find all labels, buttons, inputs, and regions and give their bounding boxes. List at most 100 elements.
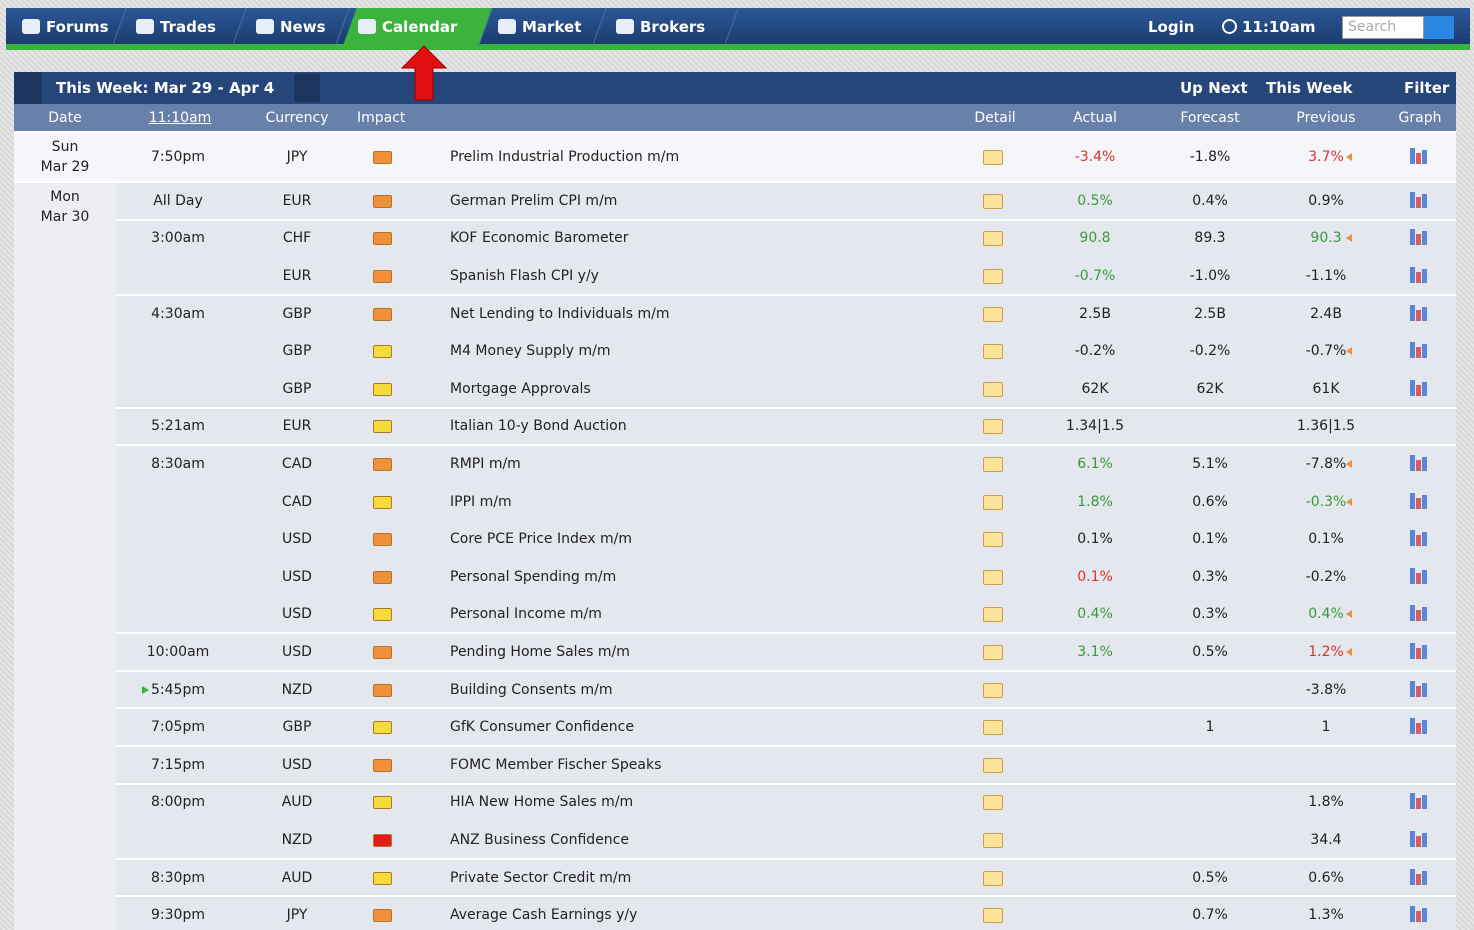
previous: 1.3% bbox=[1308, 907, 1344, 924]
event-name[interactable]: Italian 10-y Bond Auction bbox=[450, 418, 627, 435]
detail-icon[interactable] bbox=[983, 645, 1003, 660]
graph-icon[interactable] bbox=[1410, 567, 1415, 584]
previous: 1 bbox=[1321, 719, 1331, 736]
detail-icon[interactable] bbox=[983, 419, 1003, 435]
detail-icon[interactable] bbox=[983, 457, 1003, 472]
actual: 1.34|1.5 bbox=[1065, 418, 1125, 435]
actual: -0.7% bbox=[1074, 268, 1116, 284]
graph-icon[interactable] bbox=[1410, 191, 1415, 208]
time-separator bbox=[116, 218, 1456, 221]
nav-login[interactable]: Login bbox=[1148, 18, 1195, 36]
event-name[interactable]: GfK Consumer Confidence bbox=[450, 719, 634, 736]
event-name[interactable]: Private Sector Credit m/m bbox=[450, 869, 632, 886]
event-name[interactable]: Building Consents m/m bbox=[450, 681, 613, 698]
graph-icon[interactable] bbox=[1410, 605, 1415, 622]
forecast: -1.8% bbox=[1189, 149, 1231, 165]
event-name[interactable]: Average Cash Earnings y/y bbox=[450, 907, 638, 924]
graph-icon[interactable] bbox=[1410, 718, 1415, 735]
detail-icon[interactable] bbox=[983, 381, 1003, 397]
impact-icon bbox=[373, 721, 392, 735]
detail-icon[interactable] bbox=[983, 150, 1003, 165]
nav-label[interactable]: Market bbox=[522, 18, 582, 36]
detail-icon[interactable] bbox=[983, 682, 1003, 698]
detail-icon[interactable] bbox=[983, 231, 1003, 247]
forecast: 0.6% bbox=[1192, 493, 1228, 510]
detail-icon[interactable] bbox=[983, 306, 1003, 322]
graph-icon[interactable] bbox=[1410, 831, 1415, 847]
graph-icon[interactable] bbox=[1410, 304, 1415, 321]
detail-icon[interactable] bbox=[983, 795, 1003, 811]
event-name[interactable]: Personal Income m/m bbox=[450, 606, 602, 623]
graph-icon[interactable] bbox=[1410, 643, 1415, 659]
forecast: 1 bbox=[1205, 719, 1215, 736]
graph-icon-bar bbox=[1416, 572, 1421, 584]
search-button[interactable] bbox=[1424, 16, 1454, 39]
event-name[interactable]: German Prelim CPI m/m bbox=[450, 192, 618, 209]
week-label[interactable]: This Week: Mar 29 - Apr 4 bbox=[56, 79, 275, 97]
actual: 0.1% bbox=[1077, 568, 1113, 585]
event-name[interactable]: Net Lending to Individuals m/m bbox=[450, 305, 670, 322]
detail-icon[interactable] bbox=[983, 344, 1003, 360]
graph-icon[interactable] bbox=[1410, 530, 1415, 547]
detail-icon[interactable] bbox=[983, 269, 1003, 284]
detail-icon[interactable] bbox=[983, 607, 1003, 623]
event-name[interactable]: KOF Economic Barometer bbox=[450, 230, 629, 247]
graph-icon[interactable] bbox=[1410, 342, 1415, 359]
detail-icon[interactable] bbox=[983, 720, 1003, 736]
impact-icon bbox=[373, 345, 392, 359]
event-name[interactable]: M4 Money Supply m/m bbox=[450, 343, 611, 360]
graph-icon-bar bbox=[1416, 347, 1421, 359]
graph-icon-bar bbox=[1416, 153, 1421, 164]
this-week[interactable]: This Week bbox=[1266, 79, 1353, 97]
prev-week[interactable] bbox=[14, 72, 42, 104]
graph-icon[interactable] bbox=[1410, 229, 1415, 246]
graph-icon[interactable] bbox=[1410, 267, 1415, 283]
detail-icon[interactable] bbox=[983, 833, 1003, 848]
event-name[interactable]: IPPI m/m bbox=[450, 493, 512, 510]
event-time: 9:30pm bbox=[151, 907, 205, 924]
graph-icon[interactable] bbox=[1410, 148, 1415, 164]
graph-icon[interactable] bbox=[1410, 492, 1415, 509]
event-name[interactable]: Pending Home Sales m/m bbox=[450, 644, 630, 660]
graph-icon[interactable] bbox=[1410, 906, 1415, 923]
event-name[interactable]: Core PCE Price Index m/m bbox=[450, 531, 632, 548]
time-separator bbox=[116, 669, 1456, 672]
date-date: Mar 29 bbox=[40, 159, 90, 175]
detail-icon[interactable] bbox=[983, 494, 1003, 510]
detail-icon[interactable] bbox=[983, 908, 1003, 924]
filter[interactable]: Filter bbox=[1404, 79, 1450, 97]
graph-icon[interactable] bbox=[1410, 455, 1415, 471]
forecast: 0.3% bbox=[1192, 568, 1228, 585]
graph-icon[interactable] bbox=[1410, 793, 1415, 810]
event-name[interactable]: ANZ Business Confidence bbox=[450, 832, 629, 848]
graph-icon[interactable] bbox=[1410, 868, 1415, 885]
detail-icon[interactable] bbox=[983, 757, 1003, 773]
event-name[interactable]: HIA New Home Sales m/m bbox=[450, 794, 634, 811]
detail-icon[interactable] bbox=[983, 569, 1003, 585]
event-name[interactable]: Mortgage Approvals bbox=[450, 380, 591, 397]
search-box[interactable]: Search bbox=[1342, 16, 1424, 39]
event-name[interactable]: RMPI m/m bbox=[450, 456, 521, 472]
event-name[interactable]: Personal Spending m/m bbox=[450, 568, 617, 585]
graph-icon[interactable] bbox=[1410, 379, 1415, 396]
event-name[interactable]: FOMC Member Fischer Speaks bbox=[450, 756, 662, 773]
event-name[interactable]: Prelim Industrial Production m/m bbox=[450, 149, 680, 165]
currency: EUR bbox=[282, 268, 312, 284]
graph-icon-bar bbox=[1422, 645, 1427, 659]
nav-label[interactable]: Trades bbox=[160, 18, 216, 36]
date-date: Mar 30 bbox=[40, 209, 90, 225]
nav-label[interactable]: Forums bbox=[46, 18, 109, 36]
detail-icon[interactable] bbox=[983, 870, 1003, 886]
detail-icon[interactable] bbox=[983, 532, 1003, 548]
row-highlight bbox=[14, 132, 1456, 182]
forecast: 2.5B bbox=[1194, 305, 1226, 322]
graph-icon[interactable] bbox=[1410, 680, 1415, 697]
event-name[interactable]: Spanish Flash CPI y/y bbox=[450, 268, 599, 284]
detail-icon[interactable] bbox=[983, 193, 1003, 209]
nav-label[interactable]: News bbox=[280, 18, 326, 36]
up-next[interactable]: Up Next bbox=[1180, 79, 1248, 97]
nav-label[interactable]: Calendar bbox=[382, 18, 458, 36]
next-week[interactable] bbox=[294, 74, 320, 102]
nav-label[interactable]: Brokers bbox=[640, 18, 706, 36]
arrow-annotation bbox=[400, 45, 448, 101]
